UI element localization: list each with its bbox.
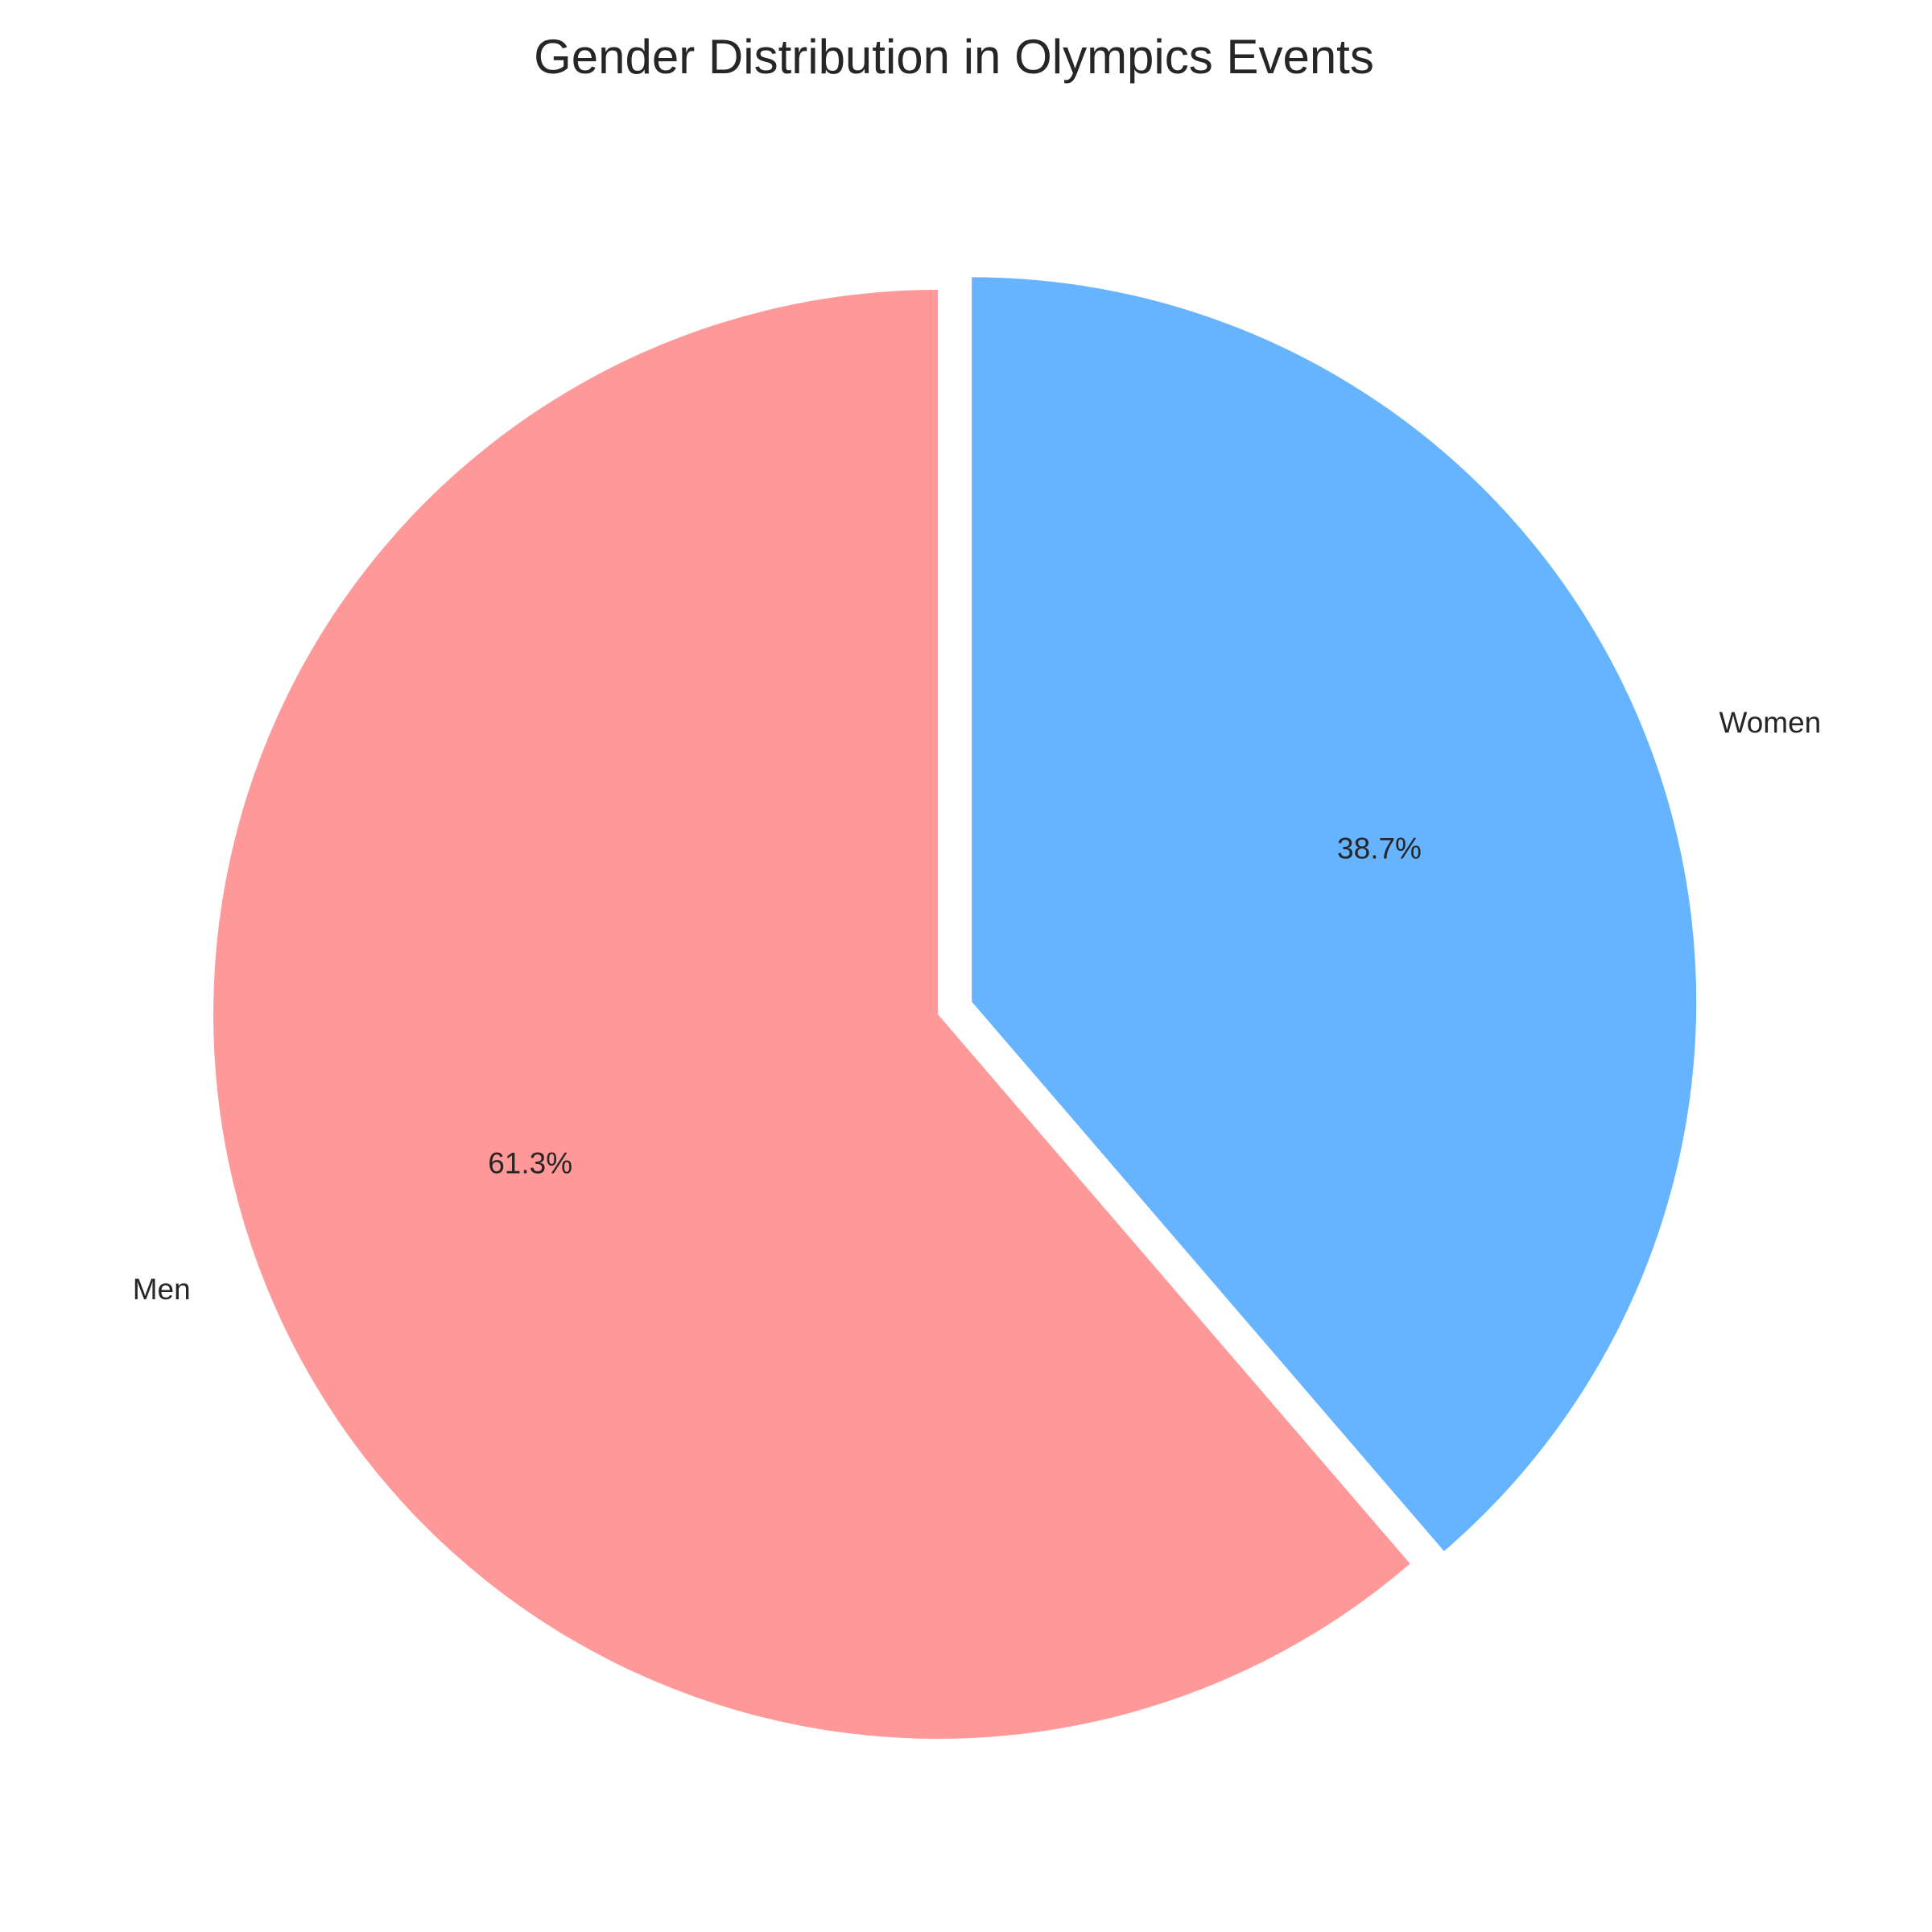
slice-label-women: Women [1719,706,1821,739]
pie-labels: Men 61.3% Women 38.7% [133,706,1822,1306]
slice-label-men: Men [133,1273,191,1306]
pie-slice-women [972,277,1697,1551]
percent-label-women: 38.7% [1337,832,1422,865]
pie-slice-men [213,290,1410,1739]
pie-slices [213,277,1697,1739]
chart-title: Gender Distribution in Olympics Events [534,30,1374,84]
percent-label-men: 61.3% [488,1146,572,1179]
